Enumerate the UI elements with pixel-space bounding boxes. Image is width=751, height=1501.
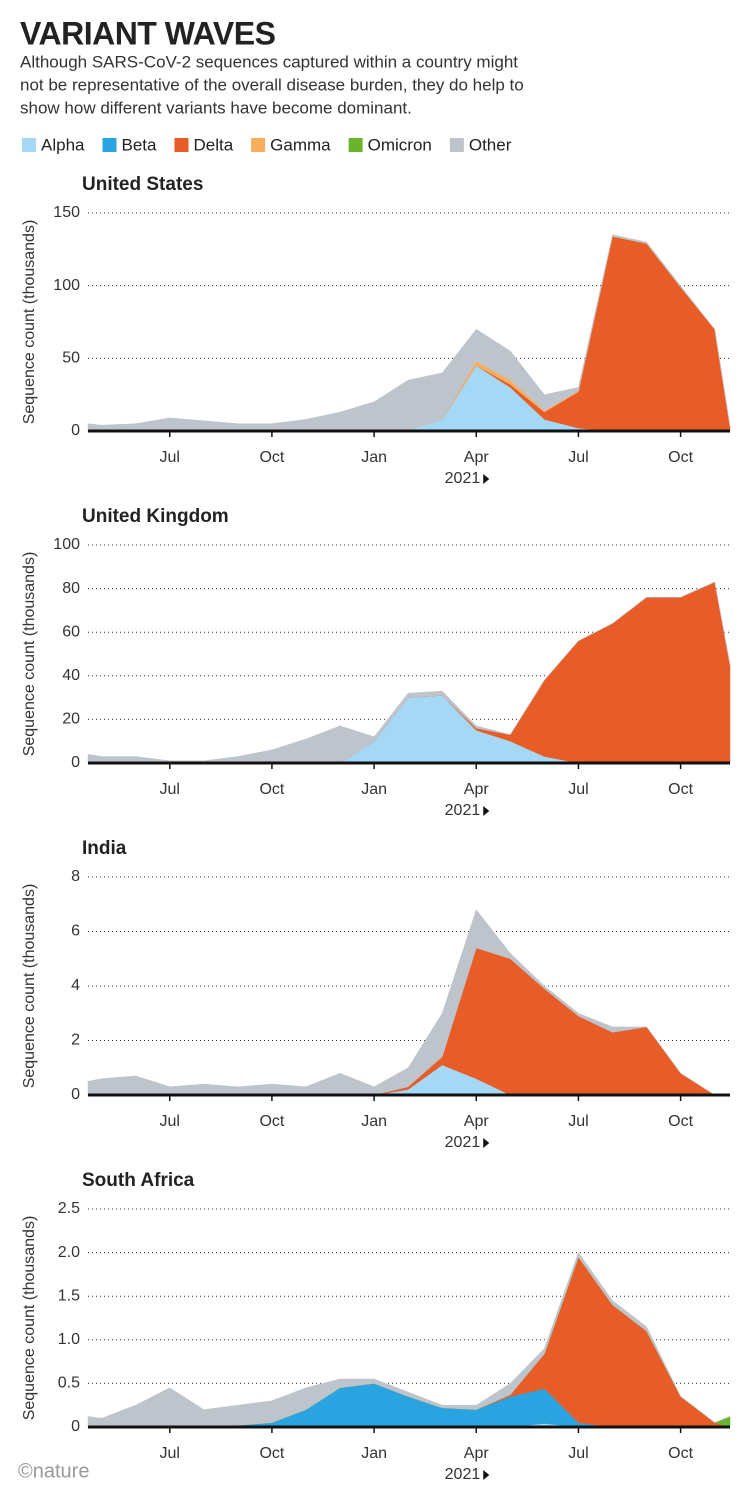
subtitle: Although SARS-CoV-2 sequences captured w… xyxy=(20,52,518,71)
legend-swatch xyxy=(174,138,189,152)
year-arrow xyxy=(483,1138,490,1148)
x-tick-label: Jul xyxy=(568,781,588,798)
x-tick-label: Oct xyxy=(668,781,693,798)
y-axis-label: Sequence count (thousands) xyxy=(21,552,38,757)
y-axis-label: Sequence count (thousands) xyxy=(21,1216,38,1421)
y-tick-label: 1.5 xyxy=(58,1287,80,1304)
y-tick-label: 40 xyxy=(62,667,80,684)
x-tick-label: Jan xyxy=(361,1445,387,1462)
year-arrow xyxy=(483,806,490,816)
y-tick-label: 0 xyxy=(71,1418,80,1435)
panel-title: United Kingdom xyxy=(82,506,229,527)
y-tick-label: 60 xyxy=(62,623,80,640)
legend-label: Delta xyxy=(193,135,233,154)
y-tick-label: 100 xyxy=(53,277,80,294)
x-tick-label: Jan xyxy=(361,781,387,798)
subtitle: not be representative of the overall dis… xyxy=(20,75,524,94)
x-tick-label: Jan xyxy=(361,449,387,466)
y-tick-label: 1.0 xyxy=(58,1331,80,1348)
year-arrow xyxy=(483,474,490,484)
x-tick-label: Jul xyxy=(160,781,180,798)
panel-title: India xyxy=(82,838,127,859)
year-label: 2021 xyxy=(445,470,481,487)
legend-label: Other xyxy=(469,135,512,154)
y-tick-label: 4 xyxy=(71,977,80,994)
x-tick-label: Jul xyxy=(160,449,180,466)
y-tick-label: 80 xyxy=(62,580,80,597)
x-tick-label: Jul xyxy=(160,1113,180,1130)
x-tick-label: Oct xyxy=(668,1445,693,1462)
x-tick-label: Apr xyxy=(464,449,490,466)
legend-label: Gamma xyxy=(270,135,331,154)
x-tick-label: Jan xyxy=(361,1113,387,1130)
y-tick-label: 100 xyxy=(53,536,80,553)
subtitle: show how different variants have become … xyxy=(20,98,412,117)
legend-label: Omicron xyxy=(368,135,432,154)
x-tick-label: Oct xyxy=(259,1113,284,1130)
y-tick-label: 2.5 xyxy=(58,1200,80,1217)
y-tick-label: 20 xyxy=(62,711,80,728)
legend-label: Beta xyxy=(121,135,157,154)
year-label: 2021 xyxy=(445,1466,481,1483)
year-arrow xyxy=(483,1470,490,1480)
x-tick-label: Oct xyxy=(668,449,693,466)
credit: ©nature xyxy=(18,1460,89,1482)
panel-title: United States xyxy=(82,174,203,195)
y-tick-label: 0 xyxy=(71,422,80,439)
x-tick-label: Oct xyxy=(259,449,284,466)
legend-swatch xyxy=(251,138,266,152)
y-tick-label: 0.5 xyxy=(58,1375,80,1392)
y-tick-label: 0 xyxy=(71,1086,80,1103)
year-label: 2021 xyxy=(445,802,481,819)
x-tick-label: Jul xyxy=(568,449,588,466)
x-tick-label: Oct xyxy=(259,781,284,798)
x-tick-label: Oct xyxy=(668,1113,693,1130)
x-tick-label: Jul xyxy=(568,1113,588,1130)
area xyxy=(87,1252,731,1428)
y-tick-label: 150 xyxy=(53,204,80,221)
y-axis-label: Sequence count (thousands) xyxy=(21,220,38,425)
x-tick-label: Apr xyxy=(464,1445,490,1462)
legend-swatch xyxy=(22,138,36,152)
y-tick-label: 2 xyxy=(71,1032,80,1049)
y-tick-label: 8 xyxy=(71,868,80,885)
x-tick-label: Jul xyxy=(568,1445,588,1462)
title: VARIANT WAVES xyxy=(20,15,276,51)
y-tick-label: 0 xyxy=(71,754,80,771)
legend-swatch xyxy=(102,138,117,152)
panel-title: South Africa xyxy=(82,1170,195,1191)
x-tick-label: Apr xyxy=(464,781,490,798)
y-axis-label: Sequence count (thousands) xyxy=(21,884,38,1089)
x-tick-label: Jul xyxy=(160,1445,180,1462)
y-tick-label: 6 xyxy=(71,923,80,940)
legend-label: Alpha xyxy=(41,135,85,154)
x-tick-label: Oct xyxy=(259,1445,284,1462)
x-tick-label: Apr xyxy=(464,1113,490,1130)
y-tick-label: 2.0 xyxy=(58,1244,80,1261)
y-tick-label: 50 xyxy=(62,350,80,367)
legend-swatch xyxy=(449,138,464,152)
year-label: 2021 xyxy=(445,1134,481,1151)
legend-swatch xyxy=(348,138,363,152)
